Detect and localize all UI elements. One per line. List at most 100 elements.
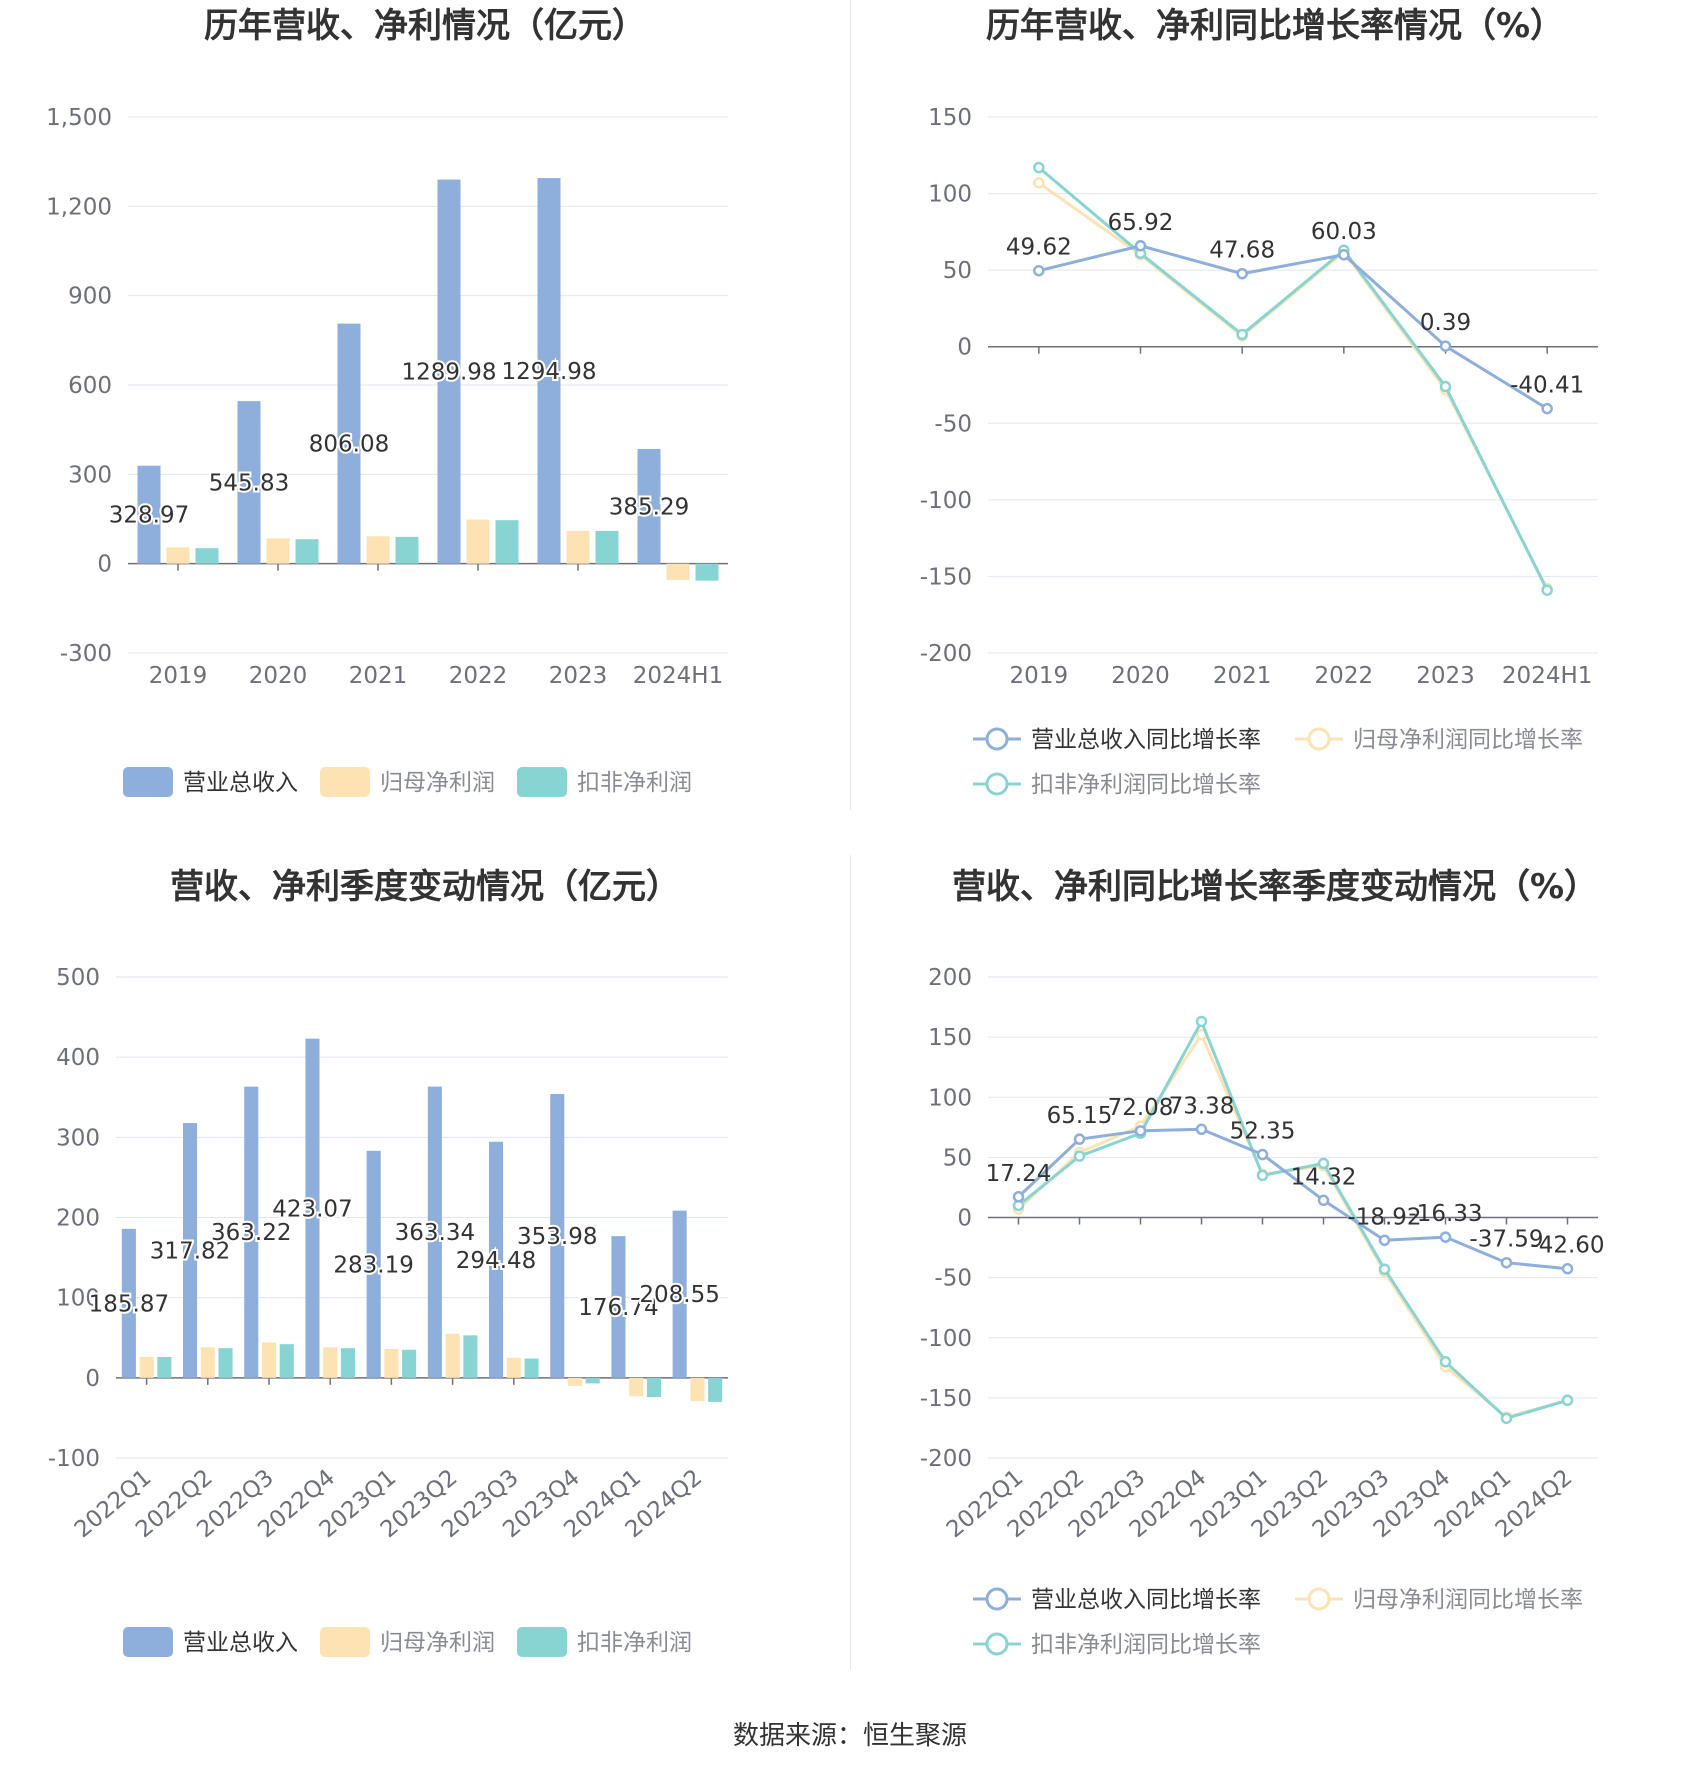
y-tick-label: 0 xyxy=(85,1366,100,1392)
point-revenue-growth xyxy=(1073,1133,1086,1145)
bar-net-profit xyxy=(323,1347,338,1378)
point-revenue-growth xyxy=(1378,1234,1391,1247)
growth-data-label: 47.68 xyxy=(1209,238,1275,264)
bar-deducted-profit xyxy=(585,1377,600,1384)
growth-data-label: 14.32 xyxy=(1291,1164,1357,1190)
chart-3: 营收、净利同比增长率季度变动情况（%） -200 -150 -100 -50 0 50 100… xyxy=(920,867,1605,1658)
x-tick-label: 2020 xyxy=(1111,663,1170,689)
bar-net-profit xyxy=(506,1357,521,1378)
y-tick-label: -200 xyxy=(920,1446,972,1472)
revenue-data-label: 283.19 xyxy=(333,1252,413,1278)
bar-revenue xyxy=(550,1094,565,1378)
legend-marker xyxy=(1307,1587,1331,1611)
y-tick-label: 100 xyxy=(56,1286,100,1312)
bar-deducted-profit xyxy=(495,520,519,564)
bar-deducted-profit xyxy=(524,1358,539,1378)
bar-deducted-profit xyxy=(708,1377,723,1402)
line-deducted-profit-growth xyxy=(1037,166,1549,591)
y-tick-label: 600 xyxy=(68,373,112,399)
bar-deducted-profit xyxy=(695,563,719,581)
legend-swatch xyxy=(517,767,567,797)
quarterly-growth-rate-panel: 营收、净利同比增长率季度变动情况（%） -200 -150 -100 -50 0 50 100… xyxy=(850,855,1700,1725)
point-revenue-growth xyxy=(1236,267,1248,280)
y-tick-label: 50 xyxy=(943,258,972,284)
bar-deducted-profit xyxy=(218,1348,233,1378)
point-revenue-growth xyxy=(1541,402,1553,415)
point-deducted-profit-growth xyxy=(1541,584,1553,596)
line-net-profit-growth xyxy=(1037,181,1549,590)
revenue-data-label: 1289.98 xyxy=(401,360,496,386)
bar-net-profit xyxy=(266,538,290,564)
legend-label: 归母净利润同比增长率 xyxy=(1353,727,1583,753)
legend-label: 扣非净利润同比增长率 xyxy=(1031,1632,1261,1658)
revenue-data-label: 185.87 xyxy=(89,1291,169,1317)
legend-label: 扣非净利润 xyxy=(577,770,692,796)
y-tick-label: 900 xyxy=(68,284,112,310)
growth-data-label: 65.92 xyxy=(1108,210,1174,236)
legend-label: 营业总收入 xyxy=(183,770,298,796)
point-revenue-growth xyxy=(1134,240,1147,252)
bar-deducted-profit xyxy=(595,530,619,564)
revenue-data-label: 208.55 xyxy=(639,1282,719,1308)
x-tick-label: 2019 xyxy=(1010,663,1069,689)
bar-deducted-profit xyxy=(279,1344,294,1378)
revenue-data-label: 545.83 xyxy=(209,470,289,496)
bar-net-profit xyxy=(666,563,690,581)
bar-deducted-profit xyxy=(295,539,319,564)
chart-title: 历年营收、净利情况（亿元） xyxy=(204,6,646,46)
bar-net-profit xyxy=(566,530,590,564)
legend-swatch xyxy=(320,1627,370,1657)
growth-data-label: -42.60 xyxy=(1530,1233,1604,1259)
point-deducted-profit-growth xyxy=(1236,328,1248,341)
y-tick-label: -100 xyxy=(920,1326,972,1352)
legend-marker xyxy=(985,772,1009,796)
x-tick-label: 2021 xyxy=(349,663,408,689)
growth-data-label: 60.03 xyxy=(1311,219,1377,245)
y-tick-label: -100 xyxy=(48,1446,100,1472)
point-deducted-profit-growth xyxy=(1439,1356,1452,1368)
x-tick-label: 2022 xyxy=(449,663,508,689)
growth-data-label: -16.33 xyxy=(1408,1201,1482,1227)
revenue-data-label: 806.08 xyxy=(309,432,389,458)
revenue-data-label: 385.29 xyxy=(609,494,689,520)
y-tick-label: -50 xyxy=(934,1266,972,1292)
bar-revenue xyxy=(337,323,361,564)
bar-revenue xyxy=(489,1141,504,1378)
bar-net-profit xyxy=(690,1377,705,1402)
y-tick-label: -100 xyxy=(920,488,972,514)
legend-label: 扣非净利润同比增长率 xyxy=(1031,772,1261,798)
chart-title: 营收、净利同比增长率季度变动情况（%） xyxy=(952,867,1598,907)
revenue-data-label: 353.98 xyxy=(517,1224,597,1250)
y-tick-label: 500 xyxy=(56,965,100,991)
bar-revenue xyxy=(537,178,561,564)
bar-revenue xyxy=(137,465,161,564)
x-tick-label: 2024H1 xyxy=(1502,663,1592,689)
point-revenue-growth xyxy=(1256,1148,1269,1161)
x-tick-label: 2019 xyxy=(149,663,208,689)
growth-data-label: 0.39 xyxy=(1420,310,1471,336)
y-tick-label: -150 xyxy=(920,564,972,590)
y-tick-label: 50 xyxy=(943,1145,972,1171)
revenue-data-label: 363.34 xyxy=(395,1220,475,1246)
legend-label: 营业总收入同比增长率 xyxy=(1031,727,1261,753)
divider-top xyxy=(850,0,851,810)
bar-deducted-profit xyxy=(463,1335,478,1378)
growth-data-label: 52.35 xyxy=(1230,1119,1296,1145)
bar-net-profit xyxy=(200,1347,215,1378)
point-deducted-profit-growth xyxy=(1256,1169,1269,1182)
point-deducted-profit-growth xyxy=(1561,1394,1574,1407)
line-deducted-profit-growth xyxy=(1017,1017,1568,1420)
legend-swatch xyxy=(320,767,370,797)
growth-data-label: -37.59 xyxy=(1469,1227,1543,1253)
chart-0: 历年营收、净利情况（亿元） -300 0 300 600 900 1,200 1,500 201… xyxy=(46,6,728,797)
bar-revenue xyxy=(183,1123,198,1378)
bar-deducted-profit xyxy=(340,1348,355,1378)
growth-data-label: 72.08 xyxy=(1108,1095,1174,1121)
growth-data-label: 49.62 xyxy=(1006,235,1072,261)
point-revenue-growth xyxy=(1338,249,1350,261)
bar-net-profit xyxy=(384,1348,399,1378)
x-tick-label: 2023 xyxy=(549,663,608,689)
y-tick-label: 1,500 xyxy=(46,105,112,131)
chart-title: 营收、净利季度变动情况（亿元） xyxy=(170,867,680,907)
bar-net-profit xyxy=(261,1342,277,1378)
